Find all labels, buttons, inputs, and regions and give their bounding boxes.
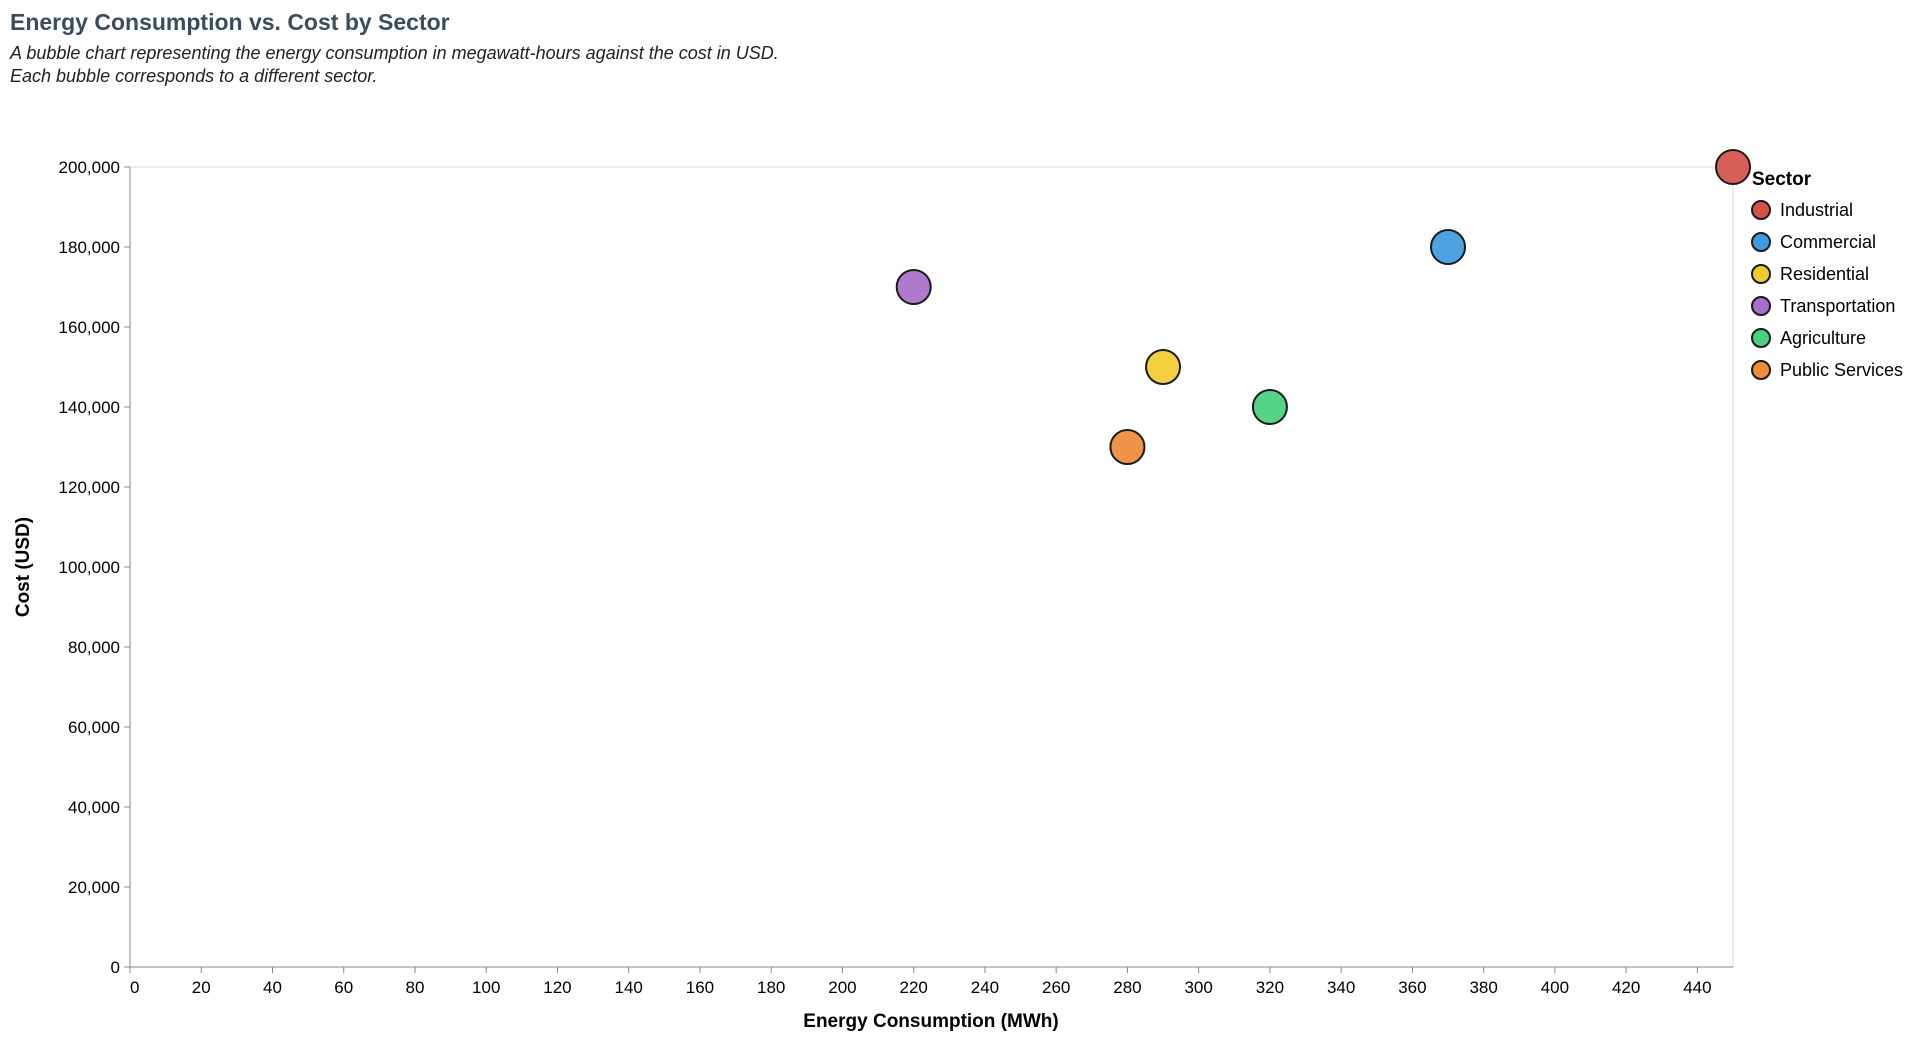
- x-axis-title: Energy Consumption (MWh): [803, 1011, 1058, 1032]
- chart-subtitle-line-2: Each bubble corresponds to a different s…: [10, 66, 378, 86]
- legend-items: Industrial Commercial Residential Transport…: [1752, 200, 1903, 380]
- legend-label: Transportation: [1780, 296, 1895, 316]
- x-tick-label: 40: [263, 978, 282, 997]
- x-tick-label: 160: [686, 978, 714, 997]
- legend: Sector Industrial Commercial Residential Tr…: [1752, 169, 1903, 380]
- x-tick-label: 320: [1256, 978, 1284, 997]
- x-tick-label: 120: [543, 978, 571, 997]
- x-tick-label: 400: [1541, 978, 1569, 997]
- legend-label: Agriculture: [1780, 328, 1866, 348]
- x-tick-label: 360: [1398, 978, 1426, 997]
- chart-subtitle-line-1: A bubble chart representing the energy c…: [9, 43, 779, 63]
- legend-label: Commercial: [1780, 232, 1876, 252]
- y-tick-label: 0: [111, 958, 120, 977]
- x-tick-label: 60: [334, 978, 353, 997]
- x-tick-label: 440: [1683, 978, 1711, 997]
- x-tick-label: 220: [900, 978, 928, 997]
- y-tick-label: 180,000: [59, 238, 120, 257]
- legend-swatch: [1752, 201, 1770, 219]
- legend-swatch: [1752, 265, 1770, 283]
- legend-label: Industrial: [1780, 200, 1853, 220]
- y-tick-label: 100,000: [59, 558, 120, 577]
- legend-label: Residential: [1780, 264, 1869, 284]
- bubble-transportation: [897, 270, 931, 304]
- y-tick-label: 60,000: [68, 718, 120, 737]
- x-tick-label: 240: [971, 978, 999, 997]
- x-axis: 0 20 40 60 80 100 120 140 160 180 200 220 240 260 280 3…: [130, 967, 1733, 997]
- y-tick-label: 120,000: [59, 478, 120, 497]
- x-tick-label: 260: [1042, 978, 1070, 997]
- bubble-layer: [897, 150, 1750, 464]
- y-axis: 0 20,000 40,000 60,000 80,000 100,000 120,000 1…: [59, 158, 130, 977]
- bubble-industrial: [1716, 150, 1750, 184]
- bubble-commercial: [1431, 230, 1465, 264]
- legend-label: Public Services: [1780, 360, 1903, 380]
- y-tick-label: 20,000: [68, 878, 120, 897]
- legend-swatch: [1752, 233, 1770, 251]
- y-tick-label: 140,000: [59, 398, 120, 417]
- x-tick-label: 20: [192, 978, 211, 997]
- y-tick-label: 40,000: [68, 798, 120, 817]
- y-tick-label: 160,000: [59, 318, 120, 337]
- x-tick-label: 100: [472, 978, 500, 997]
- y-tick-label: 200,000: [59, 158, 120, 177]
- x-tick-label: 300: [1184, 978, 1212, 997]
- x-tick-label: 0: [130, 978, 139, 997]
- x-tick-label: 180: [757, 978, 785, 997]
- legend-title: Sector: [1752, 169, 1812, 190]
- bubble-public-services: [1110, 430, 1144, 464]
- bubble-residential: [1146, 350, 1180, 384]
- x-tick-label: 80: [406, 978, 425, 997]
- legend-swatch: [1752, 297, 1770, 315]
- x-tick-label: 380: [1469, 978, 1497, 997]
- bubble-agriculture: [1253, 390, 1287, 424]
- legend-swatch: [1752, 361, 1770, 379]
- x-tick-label: 140: [615, 978, 643, 997]
- legend-swatch: [1752, 329, 1770, 347]
- x-tick-label: 280: [1113, 978, 1141, 997]
- y-axis-title: Cost (USD): [13, 517, 34, 617]
- x-tick-label: 340: [1327, 978, 1355, 997]
- x-tick-label: 420: [1612, 978, 1640, 997]
- y-tick-label: 80,000: [68, 638, 120, 657]
- chart-title: Energy Consumption vs. Cost by Sector: [10, 9, 450, 35]
- x-tick-label: 200: [828, 978, 856, 997]
